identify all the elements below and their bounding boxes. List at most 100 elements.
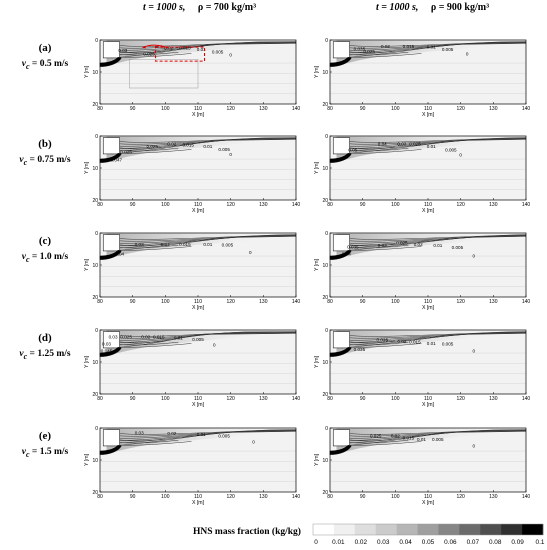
y-axis-label: Y [m] xyxy=(314,453,320,466)
contour-label: 0.04 xyxy=(115,251,124,256)
x-axis-label: X [m] xyxy=(192,208,205,214)
x-axis-label: X [m] xyxy=(422,402,435,408)
colorbar-swatch xyxy=(375,524,397,535)
contour-label: 0.03 xyxy=(135,430,144,435)
contour-label: 0.02 xyxy=(397,339,406,344)
highlight-arrow-head xyxy=(142,45,146,49)
colorbar-swatch xyxy=(417,524,439,535)
x-tick-label: 110 xyxy=(194,396,202,402)
y-axis-label: Y [m] xyxy=(84,453,90,466)
contour-label: 0.01 xyxy=(427,144,436,149)
x-axis-label: X [m] xyxy=(192,112,205,118)
x-tick-label: 130 xyxy=(489,299,498,305)
y-axis-label: Y [m] xyxy=(84,355,90,368)
header-density-left: ρ = 700 kg/m³ xyxy=(197,2,257,13)
x-tick-label: 90 xyxy=(130,494,136,500)
contour-label: 0.025 xyxy=(120,149,132,154)
contour-label: 0 xyxy=(252,439,255,444)
x-tick-label: 140 xyxy=(522,106,531,112)
contour-label: 0.01 xyxy=(174,336,183,341)
contour-label: 0.047 xyxy=(111,158,123,163)
y-axis-label: Y [m] xyxy=(314,258,320,271)
contour-label: 0.01 xyxy=(197,47,206,52)
contour-label: 0.02 xyxy=(141,334,150,339)
colorbar-tick-label: 0.09 xyxy=(511,539,524,546)
y-axis-label: Y [m] xyxy=(314,161,320,174)
contour-label: 0.01 xyxy=(197,432,206,437)
colorbar-tick-label: 0.02 xyxy=(355,539,368,546)
inset-box xyxy=(129,59,199,89)
contour-label: 0.02 xyxy=(391,434,400,439)
x-tick-label: 90 xyxy=(360,494,366,500)
x-tick-label: 120 xyxy=(456,299,465,305)
colorbar-swatch xyxy=(396,524,418,535)
contour-label: 0.02 xyxy=(414,242,423,247)
contour-label: 0.005 xyxy=(445,147,457,152)
x-tick-label: 100 xyxy=(391,299,400,305)
x-tick-label: 90 xyxy=(360,396,366,402)
y-tick-label: 20 xyxy=(322,295,328,301)
y-tick-label: 10 xyxy=(322,458,328,464)
x-axis-label: X [m] xyxy=(422,305,435,311)
header-density-right: ρ = 900 kg/m³ xyxy=(430,2,490,13)
colorbar-swatch xyxy=(438,524,460,535)
row-velocity: vc = 1.25 m/s xyxy=(19,349,71,361)
x-tick-label: 110 xyxy=(424,106,432,112)
contour-label: 0.015 xyxy=(153,334,165,339)
x-axis-label: X [m] xyxy=(192,402,205,408)
x-tick-label: 80 xyxy=(327,202,333,208)
x-axis-label: X [m] xyxy=(192,500,205,506)
colorbar-swatch xyxy=(501,524,523,535)
boundary-edge xyxy=(329,57,352,67)
row-label: (e) vc = 1.5 m/s xyxy=(18,430,72,459)
column-header-right: t = 1000 s, ρ = 900 kg/m³ xyxy=(376,2,489,13)
contour-label: 0.01 xyxy=(203,242,212,247)
x-tick-label: 120 xyxy=(226,202,235,208)
boundary-edge xyxy=(329,347,352,357)
y-tick-label: 20 xyxy=(322,198,328,204)
x-tick-label: 140 xyxy=(292,202,301,208)
y-tick-label: 20 xyxy=(92,392,98,398)
x-tick-label: 130 xyxy=(259,396,268,402)
row-velocity: vc = 1.0 m/s xyxy=(21,252,69,264)
contour-label: 0.015 xyxy=(409,340,421,345)
x-tick-label: 80 xyxy=(327,396,333,402)
x-tick-label: 80 xyxy=(97,494,103,500)
boundary-edge xyxy=(329,250,352,260)
contour-label: 0.04 xyxy=(342,251,351,256)
colorbar-tick-label: 0.05 xyxy=(422,539,435,546)
source-structure xyxy=(102,234,120,252)
contour-label: 0.025 xyxy=(377,338,389,343)
colorbar-title: HNS mass fraction (kg/kg) xyxy=(193,527,301,537)
contour-label: 0.005 xyxy=(192,337,204,342)
x-tick-label: 120 xyxy=(226,299,235,305)
y-tick-label: 20 xyxy=(322,102,328,108)
plume-area xyxy=(106,330,297,356)
source-structure xyxy=(102,137,120,155)
x-tick-label: 120 xyxy=(456,202,465,208)
y-tick-label: 10 xyxy=(322,360,328,366)
y-tick-label: 20 xyxy=(92,198,98,204)
contour-label: 0.005 xyxy=(218,434,230,439)
x-tick-label: 80 xyxy=(327,494,333,500)
boundary-edge xyxy=(329,445,352,455)
source-structure xyxy=(332,429,350,447)
contour-label: 0.015 xyxy=(179,242,191,247)
contour-label: 0.005 xyxy=(442,47,454,52)
plume-area xyxy=(336,233,526,259)
contour-label: 0.02 xyxy=(161,242,170,247)
header-time-left: t = 1000 s, xyxy=(143,2,186,13)
contour-label: 0.025 xyxy=(396,241,408,246)
y-tick-label: 0 xyxy=(325,134,328,140)
boundary-edge xyxy=(99,57,122,67)
contour-label: 0.03 xyxy=(109,334,118,339)
x-tick-label: 140 xyxy=(292,396,301,402)
contour-label: 0.025 xyxy=(363,49,375,54)
x-tick-label: 130 xyxy=(489,106,498,112)
y-axis-label: Y [m] xyxy=(84,161,90,174)
source-structure xyxy=(332,41,350,59)
